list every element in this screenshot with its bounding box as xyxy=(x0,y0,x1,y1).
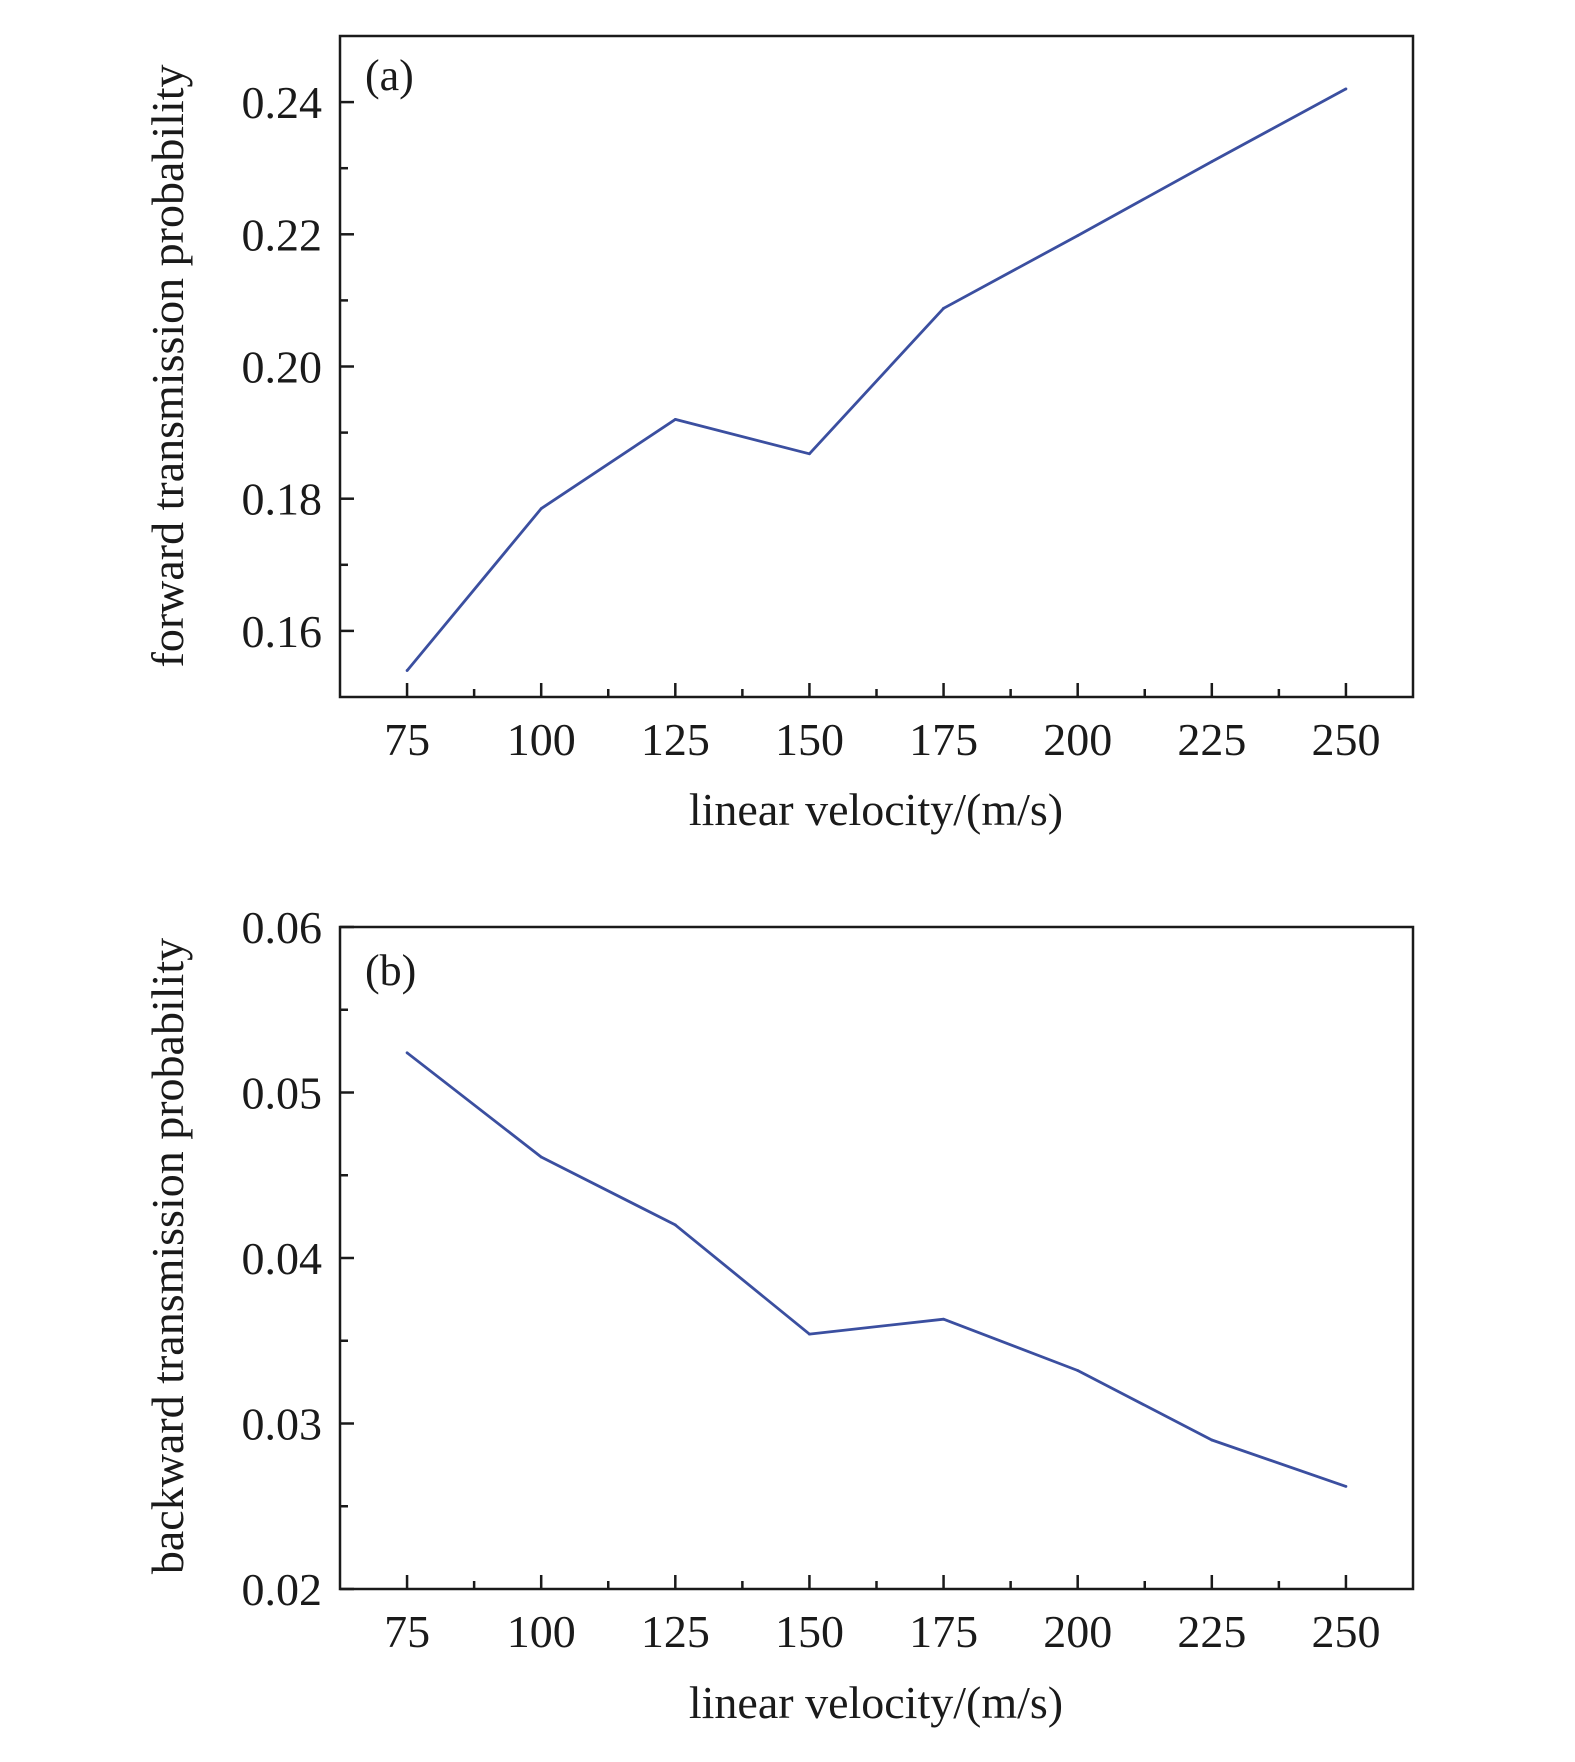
x-axis-title-a: linear velocity/(m/s) xyxy=(689,784,1063,835)
data-point-a xyxy=(942,306,945,310)
y-tick-label-b: 0.04 xyxy=(242,1233,323,1284)
series-b xyxy=(405,1051,1348,1488)
data-point-b xyxy=(1210,1438,1214,1442)
x-tick-label-a: 75 xyxy=(384,714,430,765)
data-point-a xyxy=(808,452,811,456)
y-tick-label-a: 0.24 xyxy=(242,77,323,128)
data-point-a xyxy=(1344,87,1348,91)
plot-frame-b xyxy=(338,925,1415,1591)
x-tick-label-a: 150 xyxy=(775,714,844,765)
data-point-b xyxy=(1344,1484,1348,1488)
y-tick-label-b: 0.03 xyxy=(242,1399,323,1450)
x-tick-label-b: 225 xyxy=(1177,1606,1246,1657)
y-tick-label-a: 0.22 xyxy=(242,209,323,260)
data-point-b xyxy=(405,1051,409,1055)
data-point-a xyxy=(539,507,543,511)
x-ticks-b: 75 100 125 150 175 200 225 250 xyxy=(384,1575,1380,1657)
x-tick-label-b: 175 xyxy=(909,1606,978,1657)
x-tick-label-b: 250 xyxy=(1311,1606,1380,1657)
x-ticks-a: 75 100 125 150 175 200 225 250 xyxy=(384,683,1380,765)
y-tick-label-b: 0.06 xyxy=(242,902,323,953)
x-tick-label-a: 175 xyxy=(909,714,978,765)
x-tick-label-b: 75 xyxy=(384,1606,430,1657)
y-ticks-a: 0.16 0.18 0.20 0.22 0.24 xyxy=(242,77,354,657)
y-axis-title-a: forward transmission probability xyxy=(142,64,193,667)
x-axis-title-b: linear velocity/(m/s) xyxy=(689,1677,1063,1728)
data-point-b xyxy=(1076,1369,1080,1372)
x-tick-label-b: 100 xyxy=(507,1606,576,1657)
data-point-a xyxy=(405,669,409,672)
panel-label-a: (a) xyxy=(365,51,414,100)
data-point-a xyxy=(1076,234,1080,238)
panel-label-b: (b) xyxy=(365,946,416,995)
y-ticks-b: 0.02 0.03 0.04 0.05 0.06 xyxy=(242,902,354,1615)
series-a xyxy=(405,87,1348,672)
data-point-b xyxy=(539,1155,543,1159)
x-tick-label-a: 125 xyxy=(641,714,710,765)
x-tick-label-b: 200 xyxy=(1043,1606,1112,1657)
y-tick-label-a: 0.18 xyxy=(242,474,323,525)
y-tick-label-a: 0.20 xyxy=(242,342,323,393)
x-tick-label-a: 200 xyxy=(1043,714,1112,765)
x-tick-label-b: 150 xyxy=(775,1606,844,1657)
series-line-a xyxy=(406,87,1347,672)
data-point-a xyxy=(673,417,677,421)
data-point-a xyxy=(1210,160,1214,163)
data-point-b xyxy=(808,1332,811,1336)
x-tick-label-b: 125 xyxy=(641,1606,710,1657)
x-tick-label-a: 250 xyxy=(1311,714,1380,765)
y-tick-label-a: 0.16 xyxy=(242,606,323,657)
data-point-b xyxy=(942,1317,945,1321)
y-tick-label-b: 0.02 xyxy=(242,1564,323,1615)
panel-a: (a) forward transmission probability lin… xyxy=(142,34,1415,835)
series-line-b xyxy=(406,1051,1347,1488)
x-tick-label-a: 100 xyxy=(507,714,576,765)
panel-b: (b) backward transmission probability li… xyxy=(142,902,1415,1728)
y-tick-label-b: 0.05 xyxy=(242,1068,323,1119)
y-axis-title-b: backward transmission probability xyxy=(142,938,193,1574)
x-tick-label-a: 225 xyxy=(1177,714,1246,765)
plot-frame-a xyxy=(338,34,1415,699)
data-point-b xyxy=(673,1223,677,1227)
